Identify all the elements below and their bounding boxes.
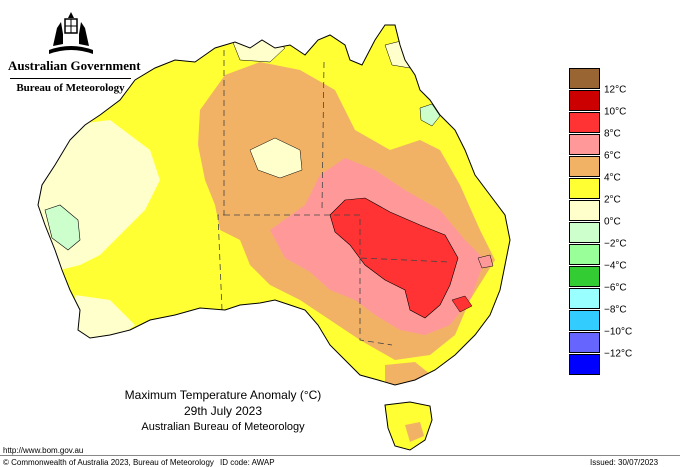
legend-swatch <box>569 332 600 353</box>
government-title: Australian Government <box>8 58 141 73</box>
legend-swatch <box>569 244 600 265</box>
legend-swatch <box>569 200 600 221</box>
legend-label: 6°C <box>604 150 621 162</box>
legend-swatch <box>569 288 600 309</box>
legend-label: −6°C <box>604 282 627 294</box>
legend-label: −2°C <box>604 238 627 250</box>
legend-swatch <box>569 178 600 199</box>
legend-swatch <box>569 134 600 155</box>
coat-of-arms-icon <box>48 12 93 54</box>
legend-label: −4°C <box>604 260 627 272</box>
legend-label: 0°C <box>604 216 621 228</box>
legend-swatch <box>569 222 600 243</box>
footer-divider <box>0 455 680 456</box>
legend-label: 8°C <box>604 128 621 140</box>
legend-label: 10°C <box>604 106 627 118</box>
legend-swatch <box>569 310 600 331</box>
map-date: 29th July 2023 <box>183 404 263 418</box>
legend-swatch <box>569 90 600 111</box>
footer-url[interactable]: http://www.bom.gov.au <box>3 446 84 455</box>
header-divider <box>10 78 131 79</box>
map-source: Australian Bureau of Meteorology <box>141 421 305 433</box>
legend-label: 2°C <box>604 194 621 206</box>
legend-label: 4°C <box>604 172 621 184</box>
government-logo: Australian Government Bureau of Meteorol… <box>8 10 141 94</box>
map-title: Maximum Temperature Anomaly (°C) <box>124 388 322 402</box>
legend-swatch <box>569 156 600 177</box>
legend-label: −8°C <box>604 304 627 316</box>
footer-copyright: © Commonwealth of Australia 2023, Bureau… <box>3 458 214 467</box>
legend-swatch <box>569 68 600 89</box>
map-caption: Maximum Temperature Anomaly (°C) 29th Ju… <box>98 387 348 435</box>
legend-swatch <box>569 112 600 133</box>
footer-issued: Issued: 30/07/2023 <box>590 458 659 467</box>
legend-swatch <box>569 354 600 375</box>
legend-swatch <box>569 266 600 287</box>
legend-label: 12°C <box>604 84 627 96</box>
footer-id-code: ID code: AWAP <box>220 458 275 467</box>
legend-label: −10°C <box>604 326 633 338</box>
agency-title: Bureau of Meteorology <box>16 82 125 94</box>
legend-label: −12°C <box>604 348 633 360</box>
